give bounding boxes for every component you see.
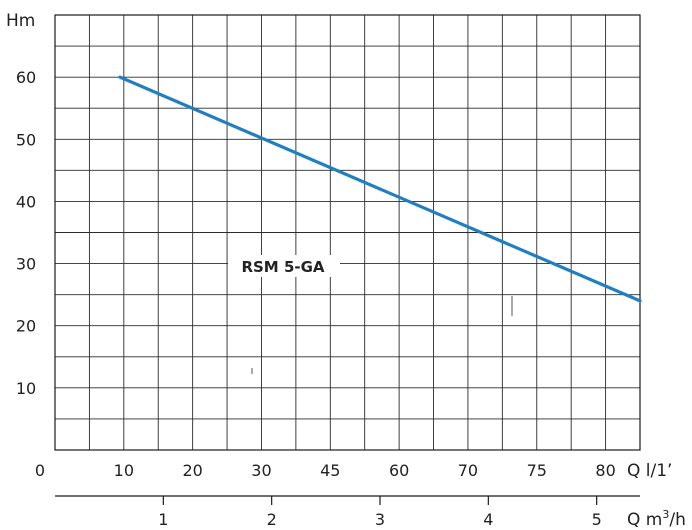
secondary-x-axis-ticks: 1 2 3 4 5 [158,496,602,529]
series-line-rsm-5-ga [118,75,642,303]
chart-grid [55,15,640,450]
y-tick-label: 40 [16,192,36,211]
x2-tick-label: 3 [375,510,385,529]
y-tick-label: 60 [16,68,36,87]
x-tick-label: 70 [458,461,478,480]
series-label-rsm-5-ga: RSM 5-GA [241,258,324,276]
y-tick-label: 30 [16,255,36,274]
x2-tick-label: 5 [592,510,602,529]
secondary-x-axis-unit-label: Q m3/h [627,508,686,530]
x-tick-label: 60 [389,461,409,480]
y-axis-tick-labels: 10 20 30 40 50 60 [16,68,36,398]
y-tick-label: 50 [16,130,36,149]
x2-tick-label: 4 [483,510,493,529]
x-tick-label: 10 [114,461,134,480]
x-axis-unit-label: Q l/1’ [627,461,672,481]
x2-tick-label: 1 [158,510,168,529]
x-tick-label: 45 [320,461,340,480]
series-layer [118,75,642,303]
plot-area-frame [54,14,641,451]
x2-tick-label: 2 [267,510,277,529]
x2-unit-superscript: 3 [662,508,669,521]
x-axis-origin-label: 0 [35,461,45,480]
x-tick-label: 75 [527,461,547,480]
x-tick-label: 30 [251,461,271,480]
x2-unit-suffix: /h [669,510,686,530]
x-tick-label: 20 [182,461,202,480]
y-tick-label: 10 [16,379,36,398]
y-tick-label: 20 [16,317,36,336]
y-axis-unit-label: Hm [6,11,35,31]
x-axis-tick-labels: 10 20 30 45 60 70 75 80 [114,461,616,480]
x2-unit-main: Q m [627,510,662,530]
series-label-background [228,255,340,277]
x-tick-label: 80 [595,461,615,480]
